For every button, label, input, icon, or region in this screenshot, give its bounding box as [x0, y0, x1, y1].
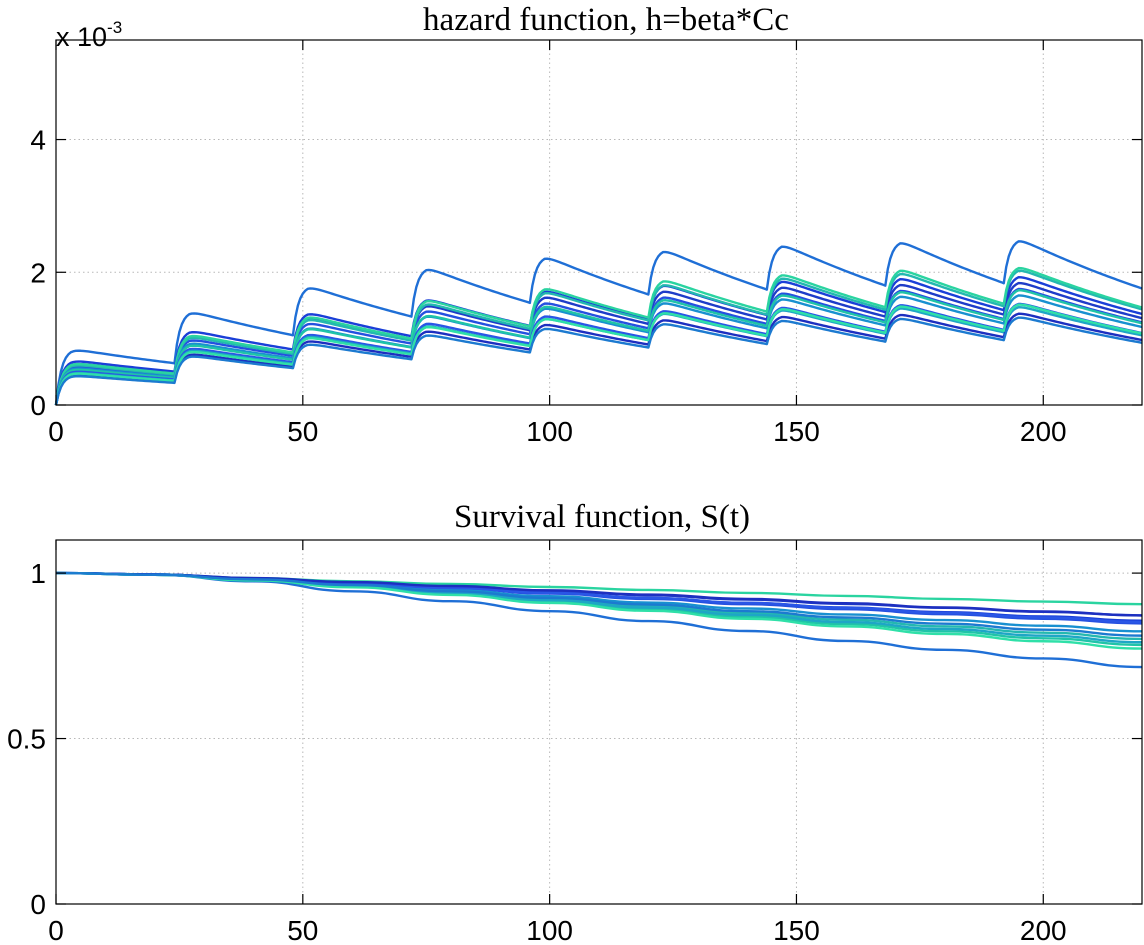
hazard-series-line	[54, 303, 1143, 406]
hazard-series-line	[54, 294, 1143, 406]
hazard-panel: hazard function, h=beta*Cc 0 50 100 150 2000…	[30, 2, 1143, 447]
x-tick-label: 200	[1020, 915, 1067, 945]
x-tick-label: 0	[48, 915, 64, 945]
hazard-title: hazard function, h=beta*Cc	[423, 2, 789, 38]
x-tick-label: 150	[773, 915, 820, 945]
survival-series-line	[55, 571, 1143, 637]
hazard-series-line	[54, 240, 1143, 406]
hazard-series-line	[54, 316, 1143, 406]
hazard-series-line	[54, 269, 1143, 406]
survival-axes-frame	[55, 539, 1143, 905]
hazard-ticks: 0 50 100 150 200 0 2 4	[30, 40, 1142, 447]
y-tick-label: 4	[30, 125, 46, 156]
hazard-series-line	[54, 289, 1143, 406]
hazard-y-multiplier: x 10-3	[56, 18, 122, 52]
x-tick-label: 150	[773, 416, 820, 447]
x-tick-label: 100	[526, 915, 573, 945]
x-tick-label: 200	[1020, 416, 1067, 447]
hazard-axes-frame	[55, 39, 1143, 406]
survival-series-line	[55, 571, 1143, 617]
x-tick-label: 50	[287, 416, 318, 447]
y-tick-label: 1	[30, 558, 46, 589]
y-tick-label: 0.5	[7, 724, 46, 755]
y-tick-label: 0	[30, 390, 46, 421]
survival-ticks: 0 50 100 150 200 0 0.5 1	[7, 540, 1142, 945]
hazard-grid	[56, 40, 1142, 405]
hazard-series-line	[54, 312, 1143, 406]
survival-series-group	[55, 571, 1143, 669]
y-tick-label: 2	[30, 257, 46, 288]
survival-grid	[56, 540, 1142, 904]
x-tick-label: 100	[526, 416, 573, 447]
survival-title: Survival function, S(t)	[454, 499, 750, 535]
survival-panel: Survival function, S(t) 0 50 100 150 200 0 0.5…	[7, 499, 1143, 945]
hazard-series-group	[54, 240, 1143, 406]
survival-series-line	[55, 571, 1143, 650]
x-tick-label: 50	[287, 915, 318, 945]
survival-series-line	[55, 571, 1143, 669]
x-tick-label: 0	[48, 416, 64, 447]
y-tick-label: 0	[30, 889, 46, 920]
hazard-series-line	[54, 266, 1143, 406]
